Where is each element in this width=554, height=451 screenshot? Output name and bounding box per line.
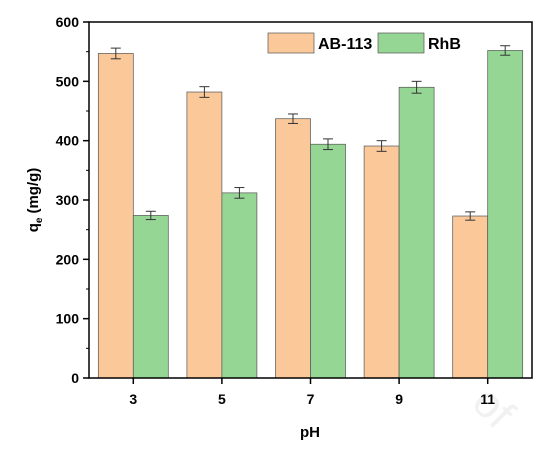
y-tick-label: 600 (56, 14, 80, 30)
x-axis-title: pH (300, 424, 320, 441)
bar-ab-113-ph-7 (275, 118, 311, 379)
y-axis-title-unit: (mg/g) (25, 168, 42, 214)
y-axis-title-main: q (25, 223, 42, 232)
y-tick-label: 300 (56, 192, 80, 208)
bar-rhb-ph-11 (487, 50, 524, 379)
bar-ab-113-ph-9 (363, 145, 400, 379)
bar-ab-113-ph-3 (97, 53, 134, 379)
x-tick-label: 11 (480, 391, 495, 407)
y-axis-title-subscript: e (34, 217, 45, 223)
y-tick-label: 400 (56, 133, 80, 149)
bar-rhb-ph-7 (310, 143, 346, 379)
x-tick-label: 3 (129, 391, 137, 407)
y-axis: 0 100 200 300 400 500 600 (56, 14, 89, 386)
y-tick-label: 100 (56, 311, 80, 327)
bar-rhb-ph-9 (398, 86, 435, 379)
x-axis: 3 5 7 9 11 (129, 378, 495, 407)
legend-swatch-ab-113 (267, 32, 315, 54)
x-tick-label: 7 (307, 391, 315, 407)
error-bars-group (110, 45, 511, 221)
y-tick-label: 500 (56, 73, 80, 89)
bar-rhb-ph-5 (221, 192, 258, 379)
bar-ab-113-ph-11 (452, 215, 489, 379)
y-axis-title: qe (mg/g) (25, 168, 45, 233)
bar-rhb-ph-3 (132, 215, 169, 379)
legend-label-rhb: RhB (428, 36, 461, 53)
bar-ab-113-ph-5 (186, 91, 223, 379)
y-tick-label: 0 (71, 370, 79, 386)
legend: AB-113 RhB (267, 32, 461, 54)
bars-group (97, 50, 524, 379)
watermark: of (463, 377, 524, 438)
legend-label-ab-113: AB-113 (318, 36, 372, 53)
y-tick-label: 200 (56, 251, 80, 267)
legend-swatch-rhb (377, 32, 425, 54)
x-tick-label: 9 (395, 391, 403, 407)
x-tick-label: 5 (218, 391, 226, 407)
